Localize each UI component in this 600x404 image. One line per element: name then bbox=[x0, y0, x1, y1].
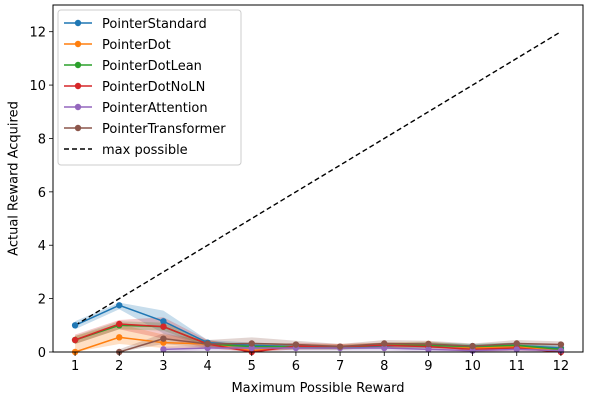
x-tick-label: 10 bbox=[464, 359, 481, 374]
y-tick-label: 8 bbox=[38, 132, 46, 147]
legend-label-pointerdotlean: PointerDotLean bbox=[102, 59, 202, 74]
pointertransformer-point bbox=[425, 340, 432, 348]
pointerattention-point bbox=[513, 346, 520, 353]
pointerstandard-band bbox=[75, 302, 561, 351]
x-tick-label: 9 bbox=[424, 359, 432, 374]
y-tick-label: 2 bbox=[38, 293, 46, 308]
x-tick-label: 3 bbox=[159, 359, 167, 374]
y-tick-label: 6 bbox=[38, 186, 46, 201]
legend-marker-pointerdotlean bbox=[74, 61, 82, 69]
legend-box bbox=[57, 9, 242, 166]
legend-label-pointerstandard: PointerStandard bbox=[102, 17, 207, 32]
y-axis-ticks: 0 2 4 6 8 10 12 bbox=[29, 26, 53, 361]
pointertransformer-point bbox=[248, 340, 255, 347]
series-lines bbox=[74, 31, 562, 353]
pointerattention-point bbox=[248, 344, 255, 352]
x-tick-label: 4 bbox=[203, 359, 211, 374]
pointertransformer-point bbox=[336, 343, 344, 350]
pointerattention-line bbox=[163, 347, 561, 352]
pointerdotnoln-point bbox=[160, 323, 167, 330]
legend-label-pointerdot: PointerDot bbox=[102, 38, 171, 53]
x-axis-ticks: 1 2 3 4 5 6 7 8 9 10 11 12 bbox=[71, 352, 569, 374]
pointerstandard-point bbox=[71, 322, 79, 329]
legend-marker-pointerstandard bbox=[74, 19, 82, 27]
pointerstandard-point bbox=[160, 318, 167, 325]
x-tick-label: 7 bbox=[336, 359, 344, 374]
pointertransformer-point bbox=[557, 341, 565, 348]
x-tick-label: 2 bbox=[115, 359, 123, 374]
pointerattention-point bbox=[160, 346, 167, 353]
y-tick-label: 0 bbox=[38, 346, 46, 361]
pointerdotnoln-point bbox=[71, 336, 79, 344]
y-tick-label: 4 bbox=[38, 239, 46, 254]
max-possible-line bbox=[74, 31, 562, 326]
pointerdotnoln-point bbox=[116, 320, 123, 328]
pointerattention-point bbox=[425, 346, 432, 353]
x-tick-label: 1 bbox=[71, 359, 79, 374]
pointertransformer-point bbox=[469, 342, 476, 350]
pointertransformer-point bbox=[204, 340, 211, 348]
legend-label-max-possible: max possible bbox=[102, 143, 188, 158]
x-axis-label: Maximum Possible Reward bbox=[231, 381, 404, 396]
legend-label-pointertransformer: PointerTransformer bbox=[102, 122, 226, 137]
x-tick-label: 6 bbox=[292, 359, 300, 374]
pointertransformer-point bbox=[381, 340, 388, 347]
pointertransformer-point bbox=[292, 341, 300, 348]
legend-marker-pointertransformer bbox=[74, 124, 82, 132]
y-axis-label: Actual Reward Acquired bbox=[7, 101, 22, 256]
pointerdotnoln-line bbox=[74, 323, 561, 353]
legend: PointerStandard PointerDot PointerDotLean P… bbox=[57, 9, 242, 166]
legend-marker-pointerdotnoln bbox=[74, 82, 82, 90]
legend-label-pointerattention: PointerAttention bbox=[102, 101, 208, 116]
x-tick-label: 11 bbox=[508, 359, 525, 374]
x-tick-label: 5 bbox=[248, 359, 256, 374]
x-tick-label: 8 bbox=[380, 359, 388, 374]
plot-frame bbox=[52, 4, 584, 353]
legend-marker-pointerdot bbox=[74, 40, 82, 48]
y-tick-label: 12 bbox=[29, 26, 46, 41]
pointerstandard-point bbox=[116, 302, 123, 309]
legend-label-pointerdotnoln: PointerDotNoLN bbox=[102, 80, 205, 95]
y-tick-label: 10 bbox=[29, 79, 46, 94]
legend-marker-pointerattention bbox=[74, 103, 82, 111]
pointertransformer-point bbox=[513, 340, 520, 347]
x-tick-label: 12 bbox=[553, 359, 570, 374]
pointerdot-point bbox=[116, 334, 123, 341]
pointertransformer-point bbox=[160, 335, 167, 342]
pointerattention-point bbox=[381, 344, 388, 352]
